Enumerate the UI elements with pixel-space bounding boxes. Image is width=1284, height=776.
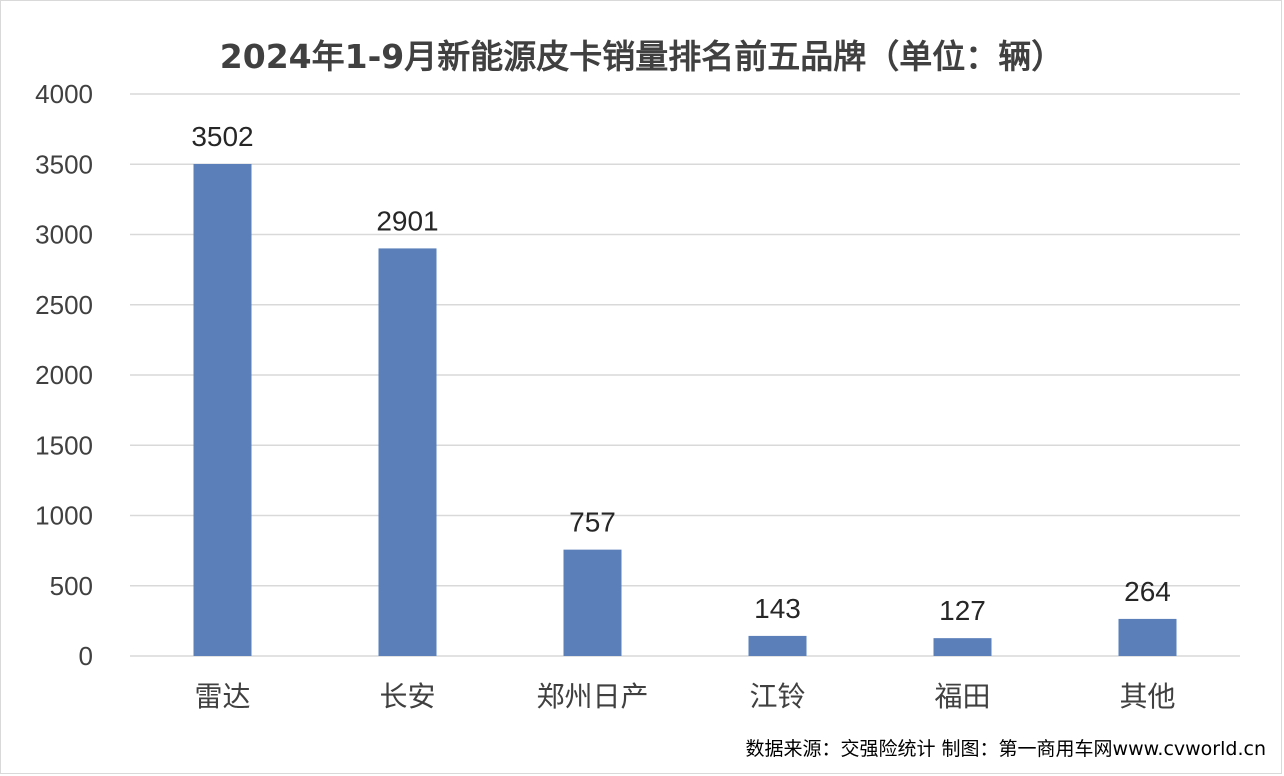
category-label: 江铃 (749, 680, 805, 713)
source-note: 数据来源：交强险统计 制图：第一商用车网www.cvworld.cn (745, 738, 1267, 760)
bars (193, 163, 1177, 657)
data-label: 143 (754, 593, 801, 624)
data-label: 3502 (191, 121, 253, 152)
bar-1 (378, 248, 437, 657)
bar-3 (748, 635, 807, 656)
category-label: 福田 (934, 680, 990, 713)
category-label: 长安 (379, 680, 435, 713)
y-tick-label: 3000 (35, 220, 93, 250)
y-tick-label: 2000 (35, 360, 93, 390)
category-label: 其他 (1119, 680, 1175, 713)
category-label: 雷达 (194, 680, 250, 713)
data-label: 2901 (376, 205, 438, 236)
grid-lines (130, 93, 1240, 657)
bar-0 (193, 163, 252, 656)
y-axis-ticks: 0 500 1000 1500 2000 2500 3000 3500 4000 (35, 79, 93, 671)
y-tick-label: 1000 (35, 501, 93, 531)
y-tick-label: 0 (79, 641, 93, 671)
data-label: 127 (939, 595, 986, 626)
data-label: 757 (569, 507, 616, 538)
y-tick-label: 4000 (35, 79, 93, 109)
data-label: 264 (1124, 576, 1171, 607)
chart-title: 2024年1-9月新能源皮卡销量排名前五品牌（单位：辆） (219, 37, 1065, 76)
data-labels: 3502 2901 757 143 127 264 (191, 121, 1171, 626)
y-tick-label: 1500 (35, 430, 93, 460)
bar-4 (933, 638, 992, 656)
y-tick-label: 500 (50, 571, 93, 601)
category-label: 郑州日产 (536, 680, 648, 713)
y-tick-label: 3500 (35, 149, 93, 179)
y-tick-label: 2500 (35, 290, 93, 320)
bar-2 (563, 549, 622, 656)
x-axis-categories: 雷达 长安 郑州日产 江铃 福田 其他 (194, 680, 1175, 713)
bar-5 (1118, 618, 1177, 656)
